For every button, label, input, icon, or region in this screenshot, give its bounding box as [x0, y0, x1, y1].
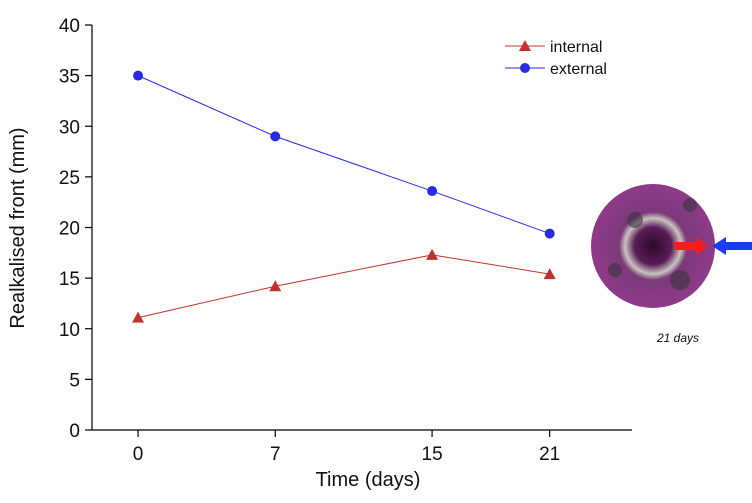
data-point	[269, 280, 282, 292]
y-tick-label: 35	[59, 67, 80, 88]
legend-text: internal	[550, 39, 602, 56]
inset-photo	[591, 184, 752, 308]
y-axis-label: Realkalised front (mm)	[7, 127, 29, 328]
y-tick-label: 25	[59, 168, 80, 189]
data-point	[132, 311, 145, 323]
x-tick-label: 21	[539, 444, 560, 465]
y-tick-label: 30	[59, 117, 80, 138]
legend-marker	[519, 40, 531, 51]
data-point	[544, 228, 555, 239]
y-tick-label: 20	[59, 219, 80, 240]
y-tick-label: 40	[59, 16, 80, 37]
data-point	[133, 70, 144, 81]
y-tick-label: 10	[59, 320, 80, 341]
data-point	[270, 131, 281, 142]
x-axis-label: Time (days)	[316, 469, 421, 491]
legend-marker	[520, 63, 530, 73]
x-tick-label: 7	[270, 444, 281, 465]
data-point	[427, 186, 438, 197]
series-line	[137, 75, 550, 235]
x-tick-label: 15	[422, 444, 443, 465]
inset-caption: 21 days	[656, 331, 699, 345]
y-tick-label: 5	[69, 370, 80, 391]
data-point	[543, 268, 556, 280]
y-tick-label: 15	[59, 269, 80, 290]
y-tick-label: 0	[69, 421, 80, 442]
series-line	[137, 254, 550, 319]
x-tick-label: 0	[133, 444, 144, 465]
legend-text: external	[550, 61, 607, 78]
data-point	[426, 248, 439, 260]
